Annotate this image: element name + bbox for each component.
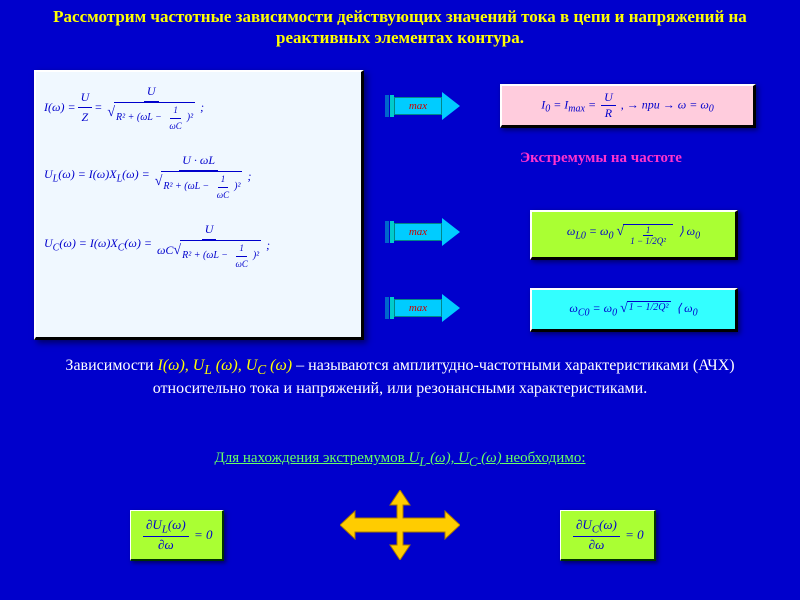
slide-title: Рассмотрим частотные зависимости действу…	[0, 0, 800, 49]
result-1-text: I0 = Imax = UR , → при → ω = ω0	[541, 90, 714, 121]
derivative-box-left: ∂UL(ω)∂ω = 0	[130, 510, 224, 561]
result-box-3: ωC0 = ω0 1 − 1/2Q² ⟨ ω0	[530, 288, 738, 332]
para-pre: Зависимости	[65, 357, 157, 374]
equation-2: UL(ω) = I(ω)XL(ω) = U · ωL R² + (ωL − 1ω…	[44, 151, 353, 202]
result-2-text: ωL0 = ω0 11 − 1/2Q² ⟩ ω0	[567, 224, 700, 246]
equation-panel: I(ω) = UZ = U R² + (ωL − 1ωC)² ; UL(ω) =…	[34, 70, 364, 340]
extremum-caption: Экстремумы на частоте	[520, 150, 682, 167]
result-3-text: ωC0 = ω0 1 − 1/2Q² ⟨ ω0	[569, 301, 697, 318]
result-box-1: I0 = Imax = UR , → при → ω = ω0	[500, 84, 756, 128]
cross-arrows-icon	[340, 490, 460, 560]
arrow-label: max	[394, 223, 442, 241]
arrow-label: max	[394, 97, 442, 115]
derivative-box-right: ∂UC(ω)∂ω = 0	[560, 510, 656, 561]
ul-pre: Для нахождения экстремумов	[215, 450, 409, 466]
arrow-max-1: max	[385, 94, 460, 118]
equation-3: UC(ω) = I(ω)XC(ω) = U ωCR² + (ωL − 1ωC)²…	[44, 220, 353, 271]
arrow-label: max	[394, 299, 442, 317]
derivative-instruction: Для нахождения экстремумов UL (ω), UC (ω…	[140, 450, 660, 470]
ul-italic: UL (ω), UC (ω)	[409, 450, 502, 466]
arrow-max-3: max	[385, 296, 460, 320]
afc-paragraph: Зависимости I(ω), UL (ω), UC (ω) – назыв…	[0, 356, 800, 399]
result-box-2: ωL0 = ω0 11 − 1/2Q² ⟩ ω0	[530, 210, 738, 260]
para-yellow: I(ω), UL (ω), UC (ω)	[158, 357, 293, 374]
equation-1: I(ω) = UZ = U R² + (ωL − 1ωC)² ;	[44, 82, 353, 133]
ul-post: необходимо:	[502, 450, 586, 466]
arrow-max-2: max	[385, 220, 460, 244]
